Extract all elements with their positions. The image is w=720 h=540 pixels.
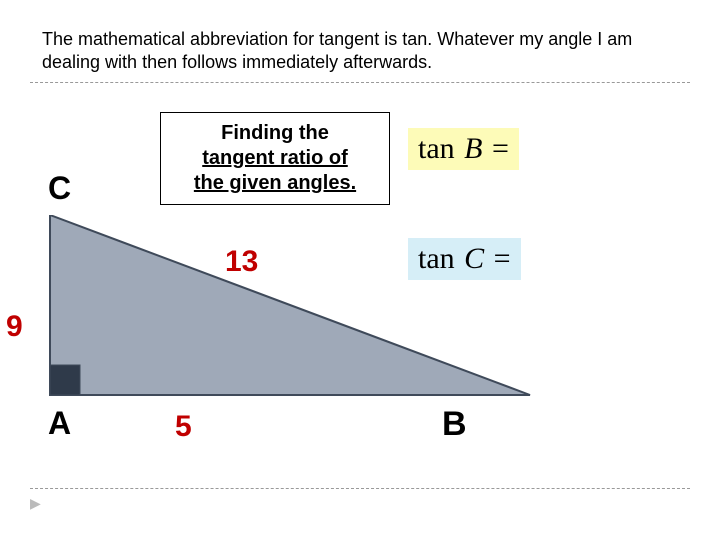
divider-bottom xyxy=(30,488,690,489)
triangle-diagram: C A B 13 9 5 xyxy=(30,215,570,435)
divider-top xyxy=(30,82,690,83)
task-line3: the given angles. xyxy=(194,172,356,194)
formula-tan-b: tan B = xyxy=(408,128,519,170)
side-bottom-label: 5 xyxy=(175,410,192,444)
vertex-b-label: B xyxy=(442,405,467,444)
eq-sign: = xyxy=(492,132,509,165)
footer-arrow-icon: ▶ xyxy=(30,495,41,512)
triangle-svg xyxy=(30,215,570,435)
tan-var-b: B xyxy=(462,132,484,165)
side-hypotenuse-label: 13 xyxy=(225,245,258,279)
task-line2: tangent ratio of xyxy=(202,147,348,169)
vertex-a-label: A xyxy=(48,405,71,442)
task-line1: Finding the xyxy=(221,122,329,144)
intro-text: The mathematical abbreviation for tangen… xyxy=(42,28,680,75)
tan-fn: tan xyxy=(418,132,455,165)
task-box: Finding the tangent ratio of the given a… xyxy=(160,112,390,205)
side-left-label: 9 xyxy=(6,310,23,344)
vertex-c-label: C xyxy=(48,170,71,207)
